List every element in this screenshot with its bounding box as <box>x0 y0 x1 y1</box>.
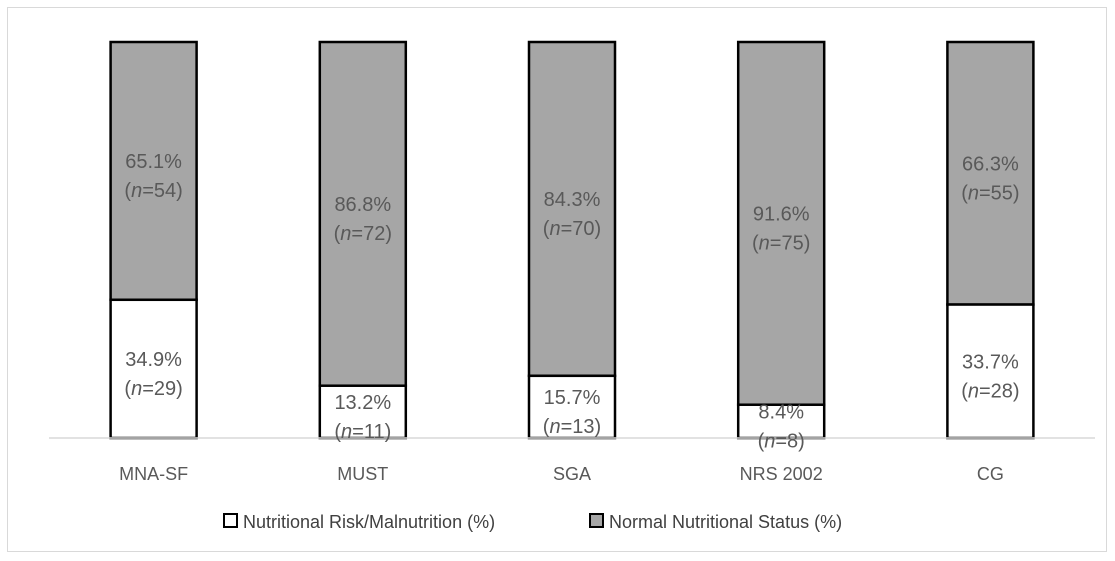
category-labels: MNA-SF MUST SGA NRS 2002 CG <box>119 464 1004 484</box>
bars-layer <box>109 40 1035 440</box>
labels-layer: 65.1% (n=54) 34.9% (n=29) 86.8% (n=72) 13.2% (n… <box>124 151 1019 452</box>
chart-frame: 65.1% (n=54) 34.9% (n=29) 86.8% (n=72) 13.2% (n… <box>7 7 1107 552</box>
label-normal-1: 86.8% (n=72) <box>334 194 392 245</box>
legend: Nutritional Risk/Malnutrition (%) Normal … <box>223 512 842 532</box>
label-risk-1: 13.2% (n=11) <box>334 392 391 443</box>
legend-risk-swatch <box>223 513 238 528</box>
bar-risk-4 <box>946 303 1035 440</box>
legend-normal-label: Normal Nutritional Status (%) <box>609 512 842 532</box>
category-label-1: MUST <box>337 464 388 484</box>
bar-normal-1 <box>318 40 408 387</box>
legend-normal-swatch <box>589 513 604 528</box>
bar-risk-2 <box>527 374 617 440</box>
category-label-2: SGA <box>553 464 591 484</box>
bar-normal-0 <box>109 40 198 302</box>
label-normal-0: 65.1% (n=54) <box>124 151 182 202</box>
bar-risk-1 <box>318 384 408 440</box>
category-label-3: NRS 2002 <box>740 464 823 484</box>
label-normal-2: 84.3% (n=70) <box>543 189 601 240</box>
category-label-4: CG <box>977 464 1004 484</box>
label-normal-3: 91.6% (n=75) <box>752 203 810 254</box>
label-risk-3: 8.4% (n=8) <box>758 401 805 452</box>
label-risk-0: 34.9% (n=29) <box>124 349 182 400</box>
label-normal-4: 66.3% (n=55) <box>961 153 1019 204</box>
legend-risk-label: Nutritional Risk/Malnutrition (%) <box>243 512 495 532</box>
stacked-bar-chart: 65.1% (n=54) 34.9% (n=29) 86.8% (n=72) 13.2% (n… <box>49 40 1095 532</box>
label-risk-2: 15.7% (n=13) <box>543 387 601 438</box>
bar-risk-0 <box>109 298 198 440</box>
bar-risk-3 <box>736 403 826 440</box>
label-risk-4: 33.7% (n=28) <box>961 351 1019 402</box>
category-label-0: MNA-SF <box>119 464 188 484</box>
